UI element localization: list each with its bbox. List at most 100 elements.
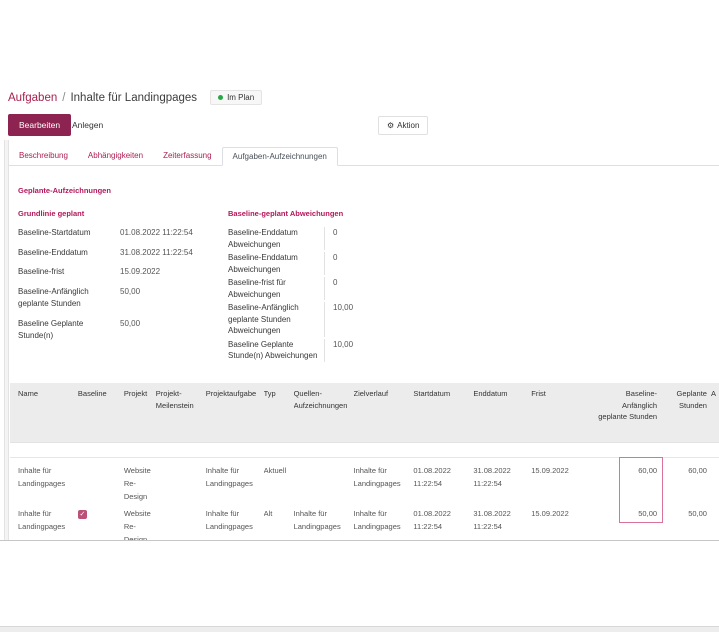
group-baseline-geplant-abweichungen: Baseline-geplant Abweichungen Baseline-En…: [228, 209, 448, 364]
form-field: Baseline-Enddatum 31.08.2022 11:22:54: [18, 247, 220, 267]
field-value: 15.09.2022: [120, 267, 161, 276]
notebook-tabbar: Beschreibung Abhängigkeiten Zeiterfassung A…: [9, 147, 719, 166]
column-header-geplante-stunden[interactable]: Geplante Stunden: [676, 389, 707, 410]
table-cell: Inhalte für Landingpages: [18, 509, 66, 531]
field-label: Baseline Geplante Stunde(n): [18, 318, 84, 341]
field-value: 0: [333, 228, 338, 237]
column-header-projekt[interactable]: Projekt: [123, 389, 148, 398]
form-field: Baseline Geplante Stunde(n) Abweichungen…: [228, 338, 448, 364]
table-cell: 60,00: [688, 466, 707, 475]
field-value: 10,00: [333, 303, 354, 312]
table-body: Inhalte für Landingpages Website Re-Desig…: [10, 457, 719, 540]
section-title: Geplante-Aufzeichnungen: [18, 186, 111, 195]
field-label: Baseline-Enddatum: [18, 247, 88, 257]
breadcrumb-separator: /: [62, 91, 66, 104]
field-value: 10,00: [333, 339, 354, 349]
table-cell: [711, 507, 719, 540]
group-title: Grundlinie geplant: [18, 209, 85, 218]
tab-zeiterfassung[interactable]: Zeiterfassung: [163, 151, 212, 160]
field-label: Baseline-frist: [18, 267, 65, 276]
field-value: 01.08.2022 11:22:54: [120, 228, 193, 237]
field-label: Baseline-Anfänglich geplante Stunden: [18, 286, 89, 309]
baseline-checkbox[interactable]: ✓: [77, 510, 87, 519]
field-value: 50,00: [120, 318, 141, 328]
content-clip-divider: [0, 540, 719, 541]
action-menu-label: Aktion: [397, 121, 420, 130]
table-cell: Alt: [263, 509, 273, 518]
form-field: Baseline-Anfänglich geplante Stunden 50,0…: [18, 286, 220, 318]
column-header-projektaufgabe[interactable]: Projektaufgabe: [205, 389, 257, 398]
column-header-quellen-aufzeichnungen[interactable]: Quellen-Aufzeichnungen: [293, 389, 348, 410]
field-label: Baseline-Enddatum Abweichungen: [228, 252, 325, 275]
table-row[interactable]: Inhalte für Landingpages ✓ Website Re-Desi…: [10, 501, 719, 540]
column-header-name[interactable]: Name: [18, 389, 39, 398]
table-cell: [294, 464, 354, 501]
group-grundlinie-geplant: Grundlinie geplant Baseline-Startdatum 01.…: [18, 209, 220, 350]
field-label: Baseline-Enddatum Abweichungen: [228, 227, 325, 250]
table-cell: 60,00: [638, 466, 658, 475]
table-cell: [711, 464, 719, 501]
bottom-window-edge: [0, 626, 719, 632]
status-badge-label: Im Plan: [227, 93, 255, 102]
table-cell: 01.08.2022 11:22:54: [413, 466, 451, 488]
table-row[interactable]: Inhalte für Landingpages Website Re-Desig…: [10, 458, 719, 501]
field-label: Baseline-frist für Abweichungen: [228, 277, 325, 300]
table-cell: ✓: [77, 507, 124, 540]
form-field: Baseline-Enddatum Abweichungen 0: [228, 252, 448, 277]
column-header-baseline-anfänglich-geplante-stunden[interactable]: Baseline-Anfänglich geplante Stunden: [598, 389, 658, 421]
field-value: 31.08.2022 11:22:54: [120, 247, 193, 257]
column-header-zielverlauf[interactable]: Zielverlauf: [353, 389, 389, 398]
field-label: Baseline-Startdatum: [18, 228, 91, 237]
table-cell: Inhalte für Landingpages: [205, 509, 253, 531]
tab-abhängigkeiten[interactable]: Abhängigkeiten: [87, 151, 144, 160]
column-header-baseline[interactable]: Baseline: [77, 389, 107, 398]
table-cell: Website Re-Design: [123, 509, 151, 540]
left-panel-edge: [4, 140, 9, 540]
tab-aufgaben-aufzeichnungen[interactable]: Aufgaben-Aufzeichnungen: [221, 147, 338, 166]
form-field: Baseline-frist 15.09.2022: [18, 266, 220, 286]
edit-button[interactable]: Bearbeiten: [8, 114, 72, 136]
field-value: 0: [333, 278, 338, 287]
table-cell: Inhalte für Landingpages: [18, 466, 66, 488]
field-value: 0: [333, 253, 338, 262]
table-cell: Aktuell: [263, 466, 287, 475]
form-field: Baseline-frist für Abweichungen 0: [228, 277, 448, 302]
field-label: Baseline Geplante Stunde(n) Abweichungen: [228, 338, 325, 362]
table-cell: 31.08.2022 11:22:54: [473, 509, 511, 531]
table-cell: 15.09.2022: [531, 509, 569, 518]
column-header-startdatum[interactable]: Startdatum: [413, 389, 451, 398]
form-field: Baseline-Enddatum Abweichungen 0: [228, 227, 448, 252]
table-cell: 50,00: [688, 509, 707, 518]
column-header-typ[interactable]: Typ: [263, 389, 276, 398]
table-cell: Website Re-Design: [123, 466, 151, 501]
table-cell: 01.08.2022 11:22:54: [413, 509, 451, 531]
column-header-projekt-meilenstein[interactable]: Projekt-Meilenstein: [155, 389, 194, 410]
group-title: Baseline-geplant Abweichungen: [228, 209, 344, 218]
form-field: Baseline-Anfänglich geplante Stunden Abw…: [228, 302, 448, 339]
create-button[interactable]: Anlegen: [68, 114, 107, 136]
status-badge: Im Plan: [210, 90, 263, 105]
action-menu-button[interactable]: ⚙ Aktion: [378, 116, 429, 135]
page-title: Inhalte für Landingpages: [70, 91, 198, 104]
gear-icon: ⚙: [387, 120, 395, 130]
table-cell: 15.09.2022: [531, 466, 569, 475]
field-label: Baseline-Anfänglich geplante Stunden Abw…: [228, 302, 325, 337]
form-field: Baseline Geplante Stunde(n) 50,00: [18, 318, 220, 350]
table-header-row: Name Baseline Projekt Projekt-Meilenstein Pr…: [10, 383, 719, 443]
table-cell: Inhalte für Landingpages: [205, 466, 253, 488]
status-dot-icon: [218, 95, 224, 100]
breadcrumb: Aufgaben / Inhalte für Landingpages Im P…: [8, 90, 263, 105]
tab-beschreibung[interactable]: Beschreibung: [19, 151, 68, 160]
column-header-frist[interactable]: Frist: [531, 389, 546, 398]
table-cell: Inhalte für Landingpages: [353, 509, 401, 531]
table-cell: Inhalte für Landingpages: [293, 509, 341, 531]
records-table: Name Baseline Projekt Projekt-Meilenstein Pr…: [10, 383, 719, 540]
table-cell: Inhalte für Landingpages: [353, 466, 401, 488]
table-cell: 31.08.2022 11:22:54: [473, 466, 511, 488]
form-field: Baseline-Startdatum 01.08.2022 11:22:54: [18, 227, 220, 247]
table-cell: 50,00: [638, 509, 658, 518]
column-header-a[interactable]: A: [710, 389, 716, 398]
field-value: 50,00: [120, 286, 141, 296]
column-header-enddatum[interactable]: Enddatum: [473, 389, 508, 398]
breadcrumb-parent-link[interactable]: Aufgaben: [8, 91, 58, 104]
